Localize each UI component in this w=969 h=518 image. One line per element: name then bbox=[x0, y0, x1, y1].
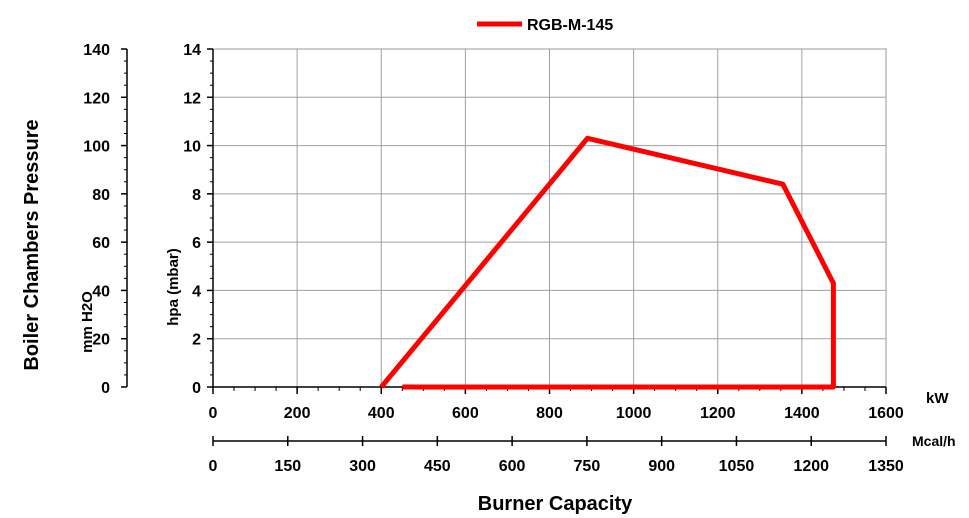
y-tick-label-mmh2o: 60 bbox=[92, 235, 110, 252]
x-ticks-kw: 0 200 400 600 800 1000 1200 1400 1600 bbox=[209, 387, 904, 422]
x-tick-label-kw: 1000 bbox=[616, 405, 652, 422]
x-tick-label-kw: 400 bbox=[368, 405, 395, 422]
legend: RGB-M-145 bbox=[477, 17, 613, 34]
y-ticks-hpa: 0 2 4 6 8 10 12 14 bbox=[183, 42, 213, 397]
x-tick-label-mcal: 900 bbox=[648, 458, 675, 475]
y-tick-label-hpa: 6 bbox=[192, 235, 201, 252]
x-tick-label-mcal: 750 bbox=[574, 458, 601, 475]
y-tick-label-mmh2o: 120 bbox=[83, 90, 110, 107]
y-tick-label-hpa: 2 bbox=[192, 332, 201, 349]
x-tick-label-mcal: 450 bbox=[424, 458, 451, 475]
y-tick-label-mmh2o: 0 bbox=[101, 380, 110, 397]
x-tick-label-mcal: 1200 bbox=[793, 458, 829, 475]
x-tick-label-mcal: 1050 bbox=[719, 458, 755, 475]
y-tick-label-hpa: 10 bbox=[183, 139, 201, 156]
x-axis-kw-unit: kW bbox=[926, 390, 949, 407]
x-tick-label-kw: 1400 bbox=[784, 405, 820, 422]
x-tick-label-kw: 600 bbox=[452, 405, 479, 422]
y-tick-label-mmh2o: 80 bbox=[92, 187, 110, 204]
grid bbox=[213, 49, 886, 387]
legend-label: RGB-M-145 bbox=[527, 17, 613, 34]
y-tick-label-mmh2o: 20 bbox=[92, 332, 110, 349]
x-tick-label-kw: 200 bbox=[284, 405, 311, 422]
x-axis-title: Burner Capacity bbox=[478, 493, 633, 515]
y-tick-label-mmh2o: 140 bbox=[83, 42, 110, 59]
y-axis-mmh2o-label: mm H2O bbox=[79, 291, 96, 353]
y-tick-label-hpa: 4 bbox=[192, 283, 201, 300]
y-tick-label-hpa: 12 bbox=[183, 90, 201, 107]
series-rgb-m-145-line bbox=[379, 135, 836, 390]
y-ticks-mmh2o: 0 20 40 60 80 100 120 140 bbox=[83, 42, 127, 397]
x-tick-label-mcal: 1350 bbox=[868, 458, 904, 475]
y-tick-label-hpa: 0 bbox=[192, 380, 201, 397]
x-tick-label-kw: 800 bbox=[536, 405, 563, 422]
y-axis-title: Boiler Chambers Pressure bbox=[21, 119, 43, 370]
x-tick-label-kw: 0 bbox=[209, 405, 218, 422]
x-tick-label-kw: 1600 bbox=[868, 405, 904, 422]
x-tick-label-mcal: 150 bbox=[274, 458, 301, 475]
y-tick-label-hpa: 14 bbox=[183, 42, 201, 59]
x-tick-label-kw: 1200 bbox=[700, 405, 736, 422]
x-tick-label-mcal: 0 bbox=[209, 458, 218, 475]
x-ticks-mcal: 0 150 300 450 600 750 900 1050 1200 1350 bbox=[209, 436, 904, 475]
x-tick-label-mcal: 300 bbox=[349, 458, 376, 475]
x-tick-label-mcal: 600 bbox=[499, 458, 526, 475]
y-axis-hpa-label: hpa (mbar) bbox=[165, 248, 182, 326]
x-axis-mcal-unit: Mcal/h bbox=[912, 433, 956, 449]
y-tick-label-mmh2o: 100 bbox=[83, 139, 110, 156]
y-tick-label-hpa: 8 bbox=[192, 187, 201, 204]
y-tick-label-mmh2o: 40 bbox=[92, 283, 110, 300]
